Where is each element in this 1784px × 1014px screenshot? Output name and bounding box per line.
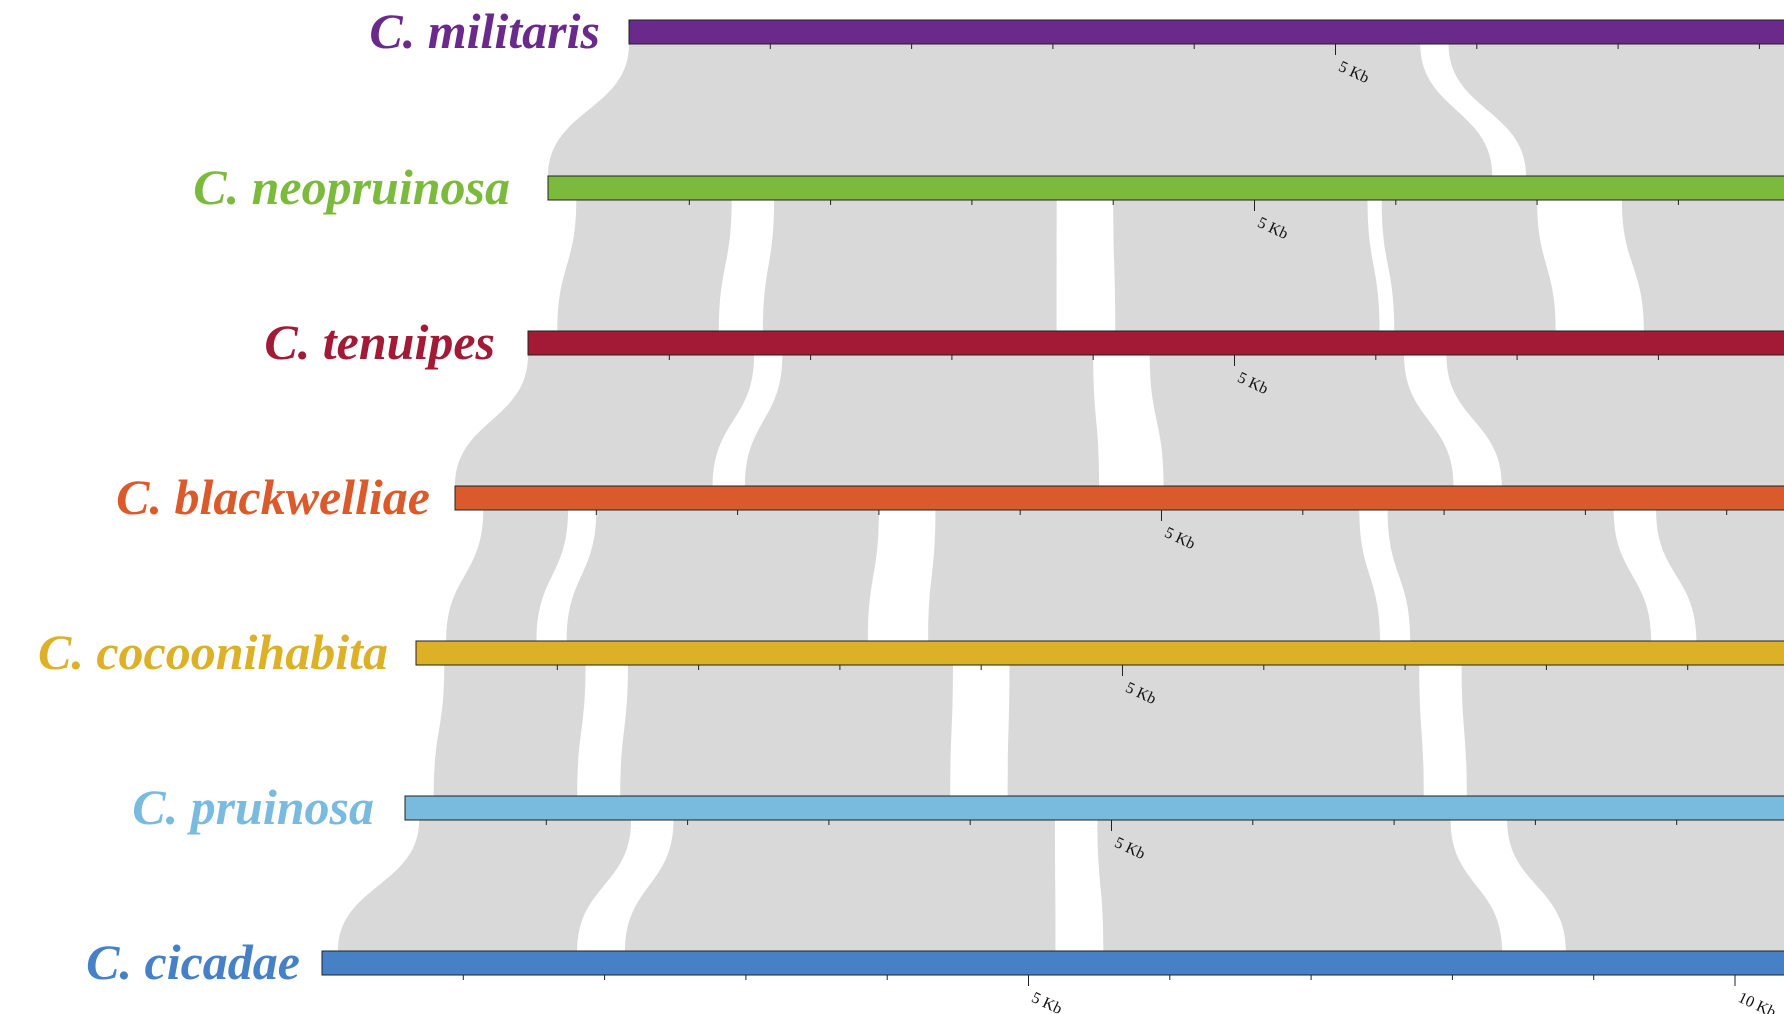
synteny-link [1461,665,1784,796]
synteny-link [566,510,879,641]
synteny-link [581,44,1206,176]
synteny-link [433,665,586,796]
species-label: C. cocoonihabita [38,624,388,680]
synteny-link [624,820,1056,951]
synteny-link [1381,200,1556,331]
species-label: C. blackwelliae [116,469,430,525]
synteny-link [620,665,953,796]
synteny-link [1113,200,1380,331]
synteny-link [1097,820,1503,951]
synteny-link [1123,44,1493,176]
genome-bar [321,950,1784,976]
genome-bar [527,330,1784,356]
synteny-link [1621,200,1784,331]
genome-bar [547,175,1784,201]
species-label: C. militaris [369,3,600,59]
genome-bar [404,795,1784,821]
synteny-link [1446,355,1784,486]
synteny-link [1387,510,1652,641]
species-label: C. neopruinosa [193,159,510,215]
species-label: C. pruinosa [132,779,374,835]
genome-bar [415,640,1784,666]
synteny-link [1149,355,1454,486]
synteny-link [1507,820,1784,951]
synteny-link [337,820,632,951]
synteny-link [744,355,1100,486]
synteny-link [1656,510,1784,641]
synteny-link [557,200,732,331]
tick-label: 5 Kb [1029,989,1065,1014]
synteny-link [1007,665,1424,796]
species-label: C. tenuipes [264,314,495,370]
synteny-link [1448,44,1784,176]
synteny-link [928,510,1381,641]
synteny-links [337,44,1784,951]
species-label: C. cicadae [86,934,300,990]
genome-bar [628,19,1784,45]
synteny-link [455,355,755,486]
genome-bar [454,485,1784,511]
tick-label: 10 Kb [1735,989,1778,1014]
synteny-link [446,510,569,641]
synteny-link [762,200,1057,331]
